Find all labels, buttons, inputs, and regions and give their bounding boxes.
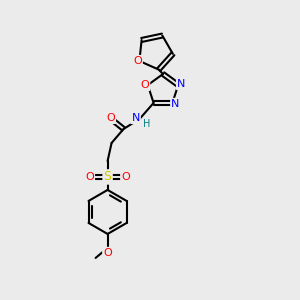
Text: O: O [121,172,130,182]
Text: N: N [177,79,185,89]
Text: O: O [85,172,94,182]
Text: O: O [140,80,149,90]
Text: O: O [106,113,115,123]
Text: O: O [103,248,112,258]
Text: O: O [133,56,142,66]
Text: S: S [103,170,112,183]
Text: N: N [131,113,140,123]
Text: N: N [171,99,180,109]
Text: H: H [143,119,150,129]
